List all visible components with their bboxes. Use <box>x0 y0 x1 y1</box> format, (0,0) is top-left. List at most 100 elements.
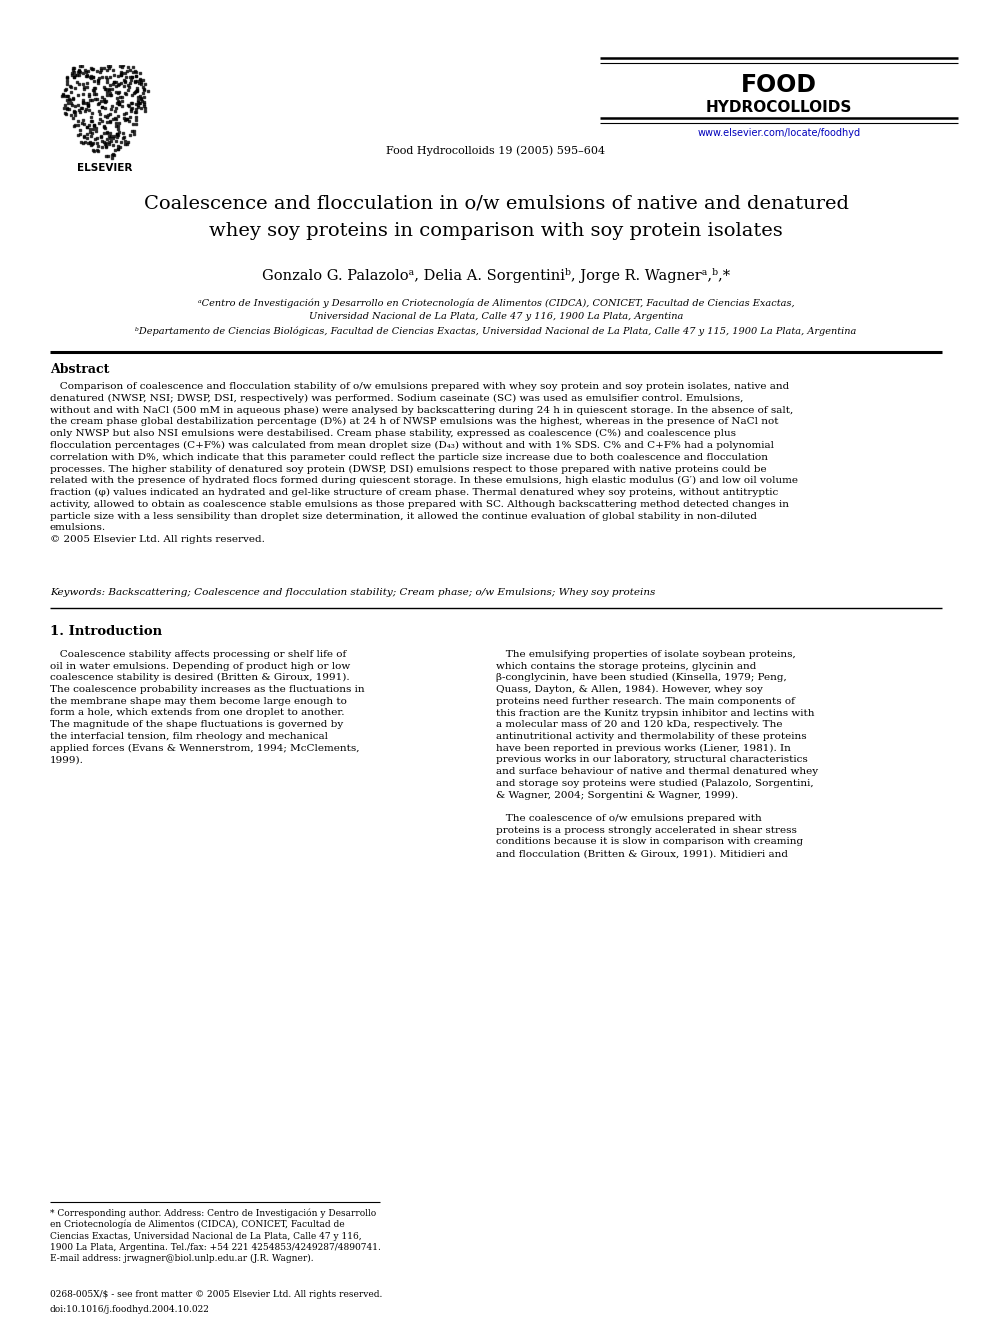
Point <box>66 101 82 122</box>
Point <box>70 111 86 132</box>
Point <box>110 119 126 140</box>
Point <box>118 83 134 105</box>
Point <box>74 112 90 134</box>
Point <box>97 106 113 127</box>
Text: Coalescence stability affects processing or shelf life of
oil in water emulsions: Coalescence stability affects processing… <box>50 650 365 765</box>
Text: Keywords: Backscattering; Coalescence and flocculation stability; Cream phase; o: Keywords: Backscattering; Coalescence an… <box>50 587 656 597</box>
Point <box>96 118 112 139</box>
Point <box>84 90 100 111</box>
Point <box>63 94 79 115</box>
Point <box>70 94 86 115</box>
Point <box>93 127 109 148</box>
Point <box>81 83 97 105</box>
Point <box>132 93 148 114</box>
Point <box>133 71 149 93</box>
Point <box>105 108 121 130</box>
Point <box>96 89 112 110</box>
Point <box>102 56 118 77</box>
Point <box>112 56 128 77</box>
Point <box>96 115 112 136</box>
Text: Comparison of coalescence and flocculation stability of o/w emulsions prepared w: Comparison of coalescence and flocculati… <box>50 382 798 544</box>
Point <box>71 62 87 83</box>
Point <box>65 89 81 110</box>
Point <box>128 99 144 120</box>
Point <box>84 123 100 144</box>
Point <box>128 66 144 87</box>
Point <box>56 83 71 105</box>
Point <box>67 64 83 85</box>
Point <box>108 71 124 93</box>
Point <box>59 78 74 99</box>
Point <box>99 107 115 128</box>
Point <box>113 65 129 86</box>
Point <box>126 123 142 144</box>
Point <box>105 143 121 164</box>
Point <box>90 70 106 91</box>
Point <box>133 87 149 108</box>
Point <box>115 54 131 75</box>
Text: ᵇDepartamento de Ciencias Biológicas, Facultad de Ciencias Exactas, Universidad : ᵇDepartamento de Ciencias Biológicas, Fa… <box>135 325 857 336</box>
Point <box>127 81 143 102</box>
Point <box>128 81 144 102</box>
Point <box>91 112 107 134</box>
Point <box>107 140 123 161</box>
Point <box>121 95 137 116</box>
Point <box>84 66 100 87</box>
Point <box>117 71 133 93</box>
Point <box>121 77 137 98</box>
Point <box>84 79 100 101</box>
Point <box>109 124 125 146</box>
Point <box>65 107 81 128</box>
Point <box>65 102 81 123</box>
Point <box>136 93 152 114</box>
Point <box>136 86 152 107</box>
Point <box>130 89 146 110</box>
Point <box>116 103 132 124</box>
Point <box>110 74 126 95</box>
Point <box>80 95 96 116</box>
Point <box>99 128 115 149</box>
Point <box>78 93 94 114</box>
Point <box>70 85 86 106</box>
Point <box>98 78 114 99</box>
Text: Food Hydrocolloids 19 (2005) 595–604: Food Hydrocolloids 19 (2005) 595–604 <box>387 146 605 156</box>
Point <box>106 144 122 165</box>
Point <box>79 64 95 85</box>
Point <box>63 62 79 83</box>
Point <box>79 116 95 138</box>
Point <box>86 81 102 102</box>
Point <box>58 86 73 107</box>
Point <box>111 94 127 115</box>
Point <box>108 112 124 134</box>
Point <box>98 90 114 111</box>
Point <box>114 62 130 83</box>
Point <box>83 57 99 78</box>
Point <box>116 75 132 97</box>
Point <box>119 61 135 82</box>
Point <box>78 65 94 86</box>
Point <box>94 97 110 118</box>
Point <box>81 85 97 106</box>
Point <box>84 111 100 132</box>
Point <box>63 77 79 98</box>
Point <box>79 95 95 116</box>
Point <box>72 120 88 142</box>
Point <box>117 62 133 83</box>
Point <box>102 127 118 148</box>
Point <box>105 60 121 81</box>
Point <box>118 108 134 130</box>
Point <box>128 112 144 134</box>
Point <box>75 90 91 111</box>
Point <box>103 98 119 119</box>
Point <box>81 90 97 111</box>
Point <box>132 70 148 91</box>
Point <box>103 85 119 106</box>
Point <box>75 126 91 147</box>
Point <box>75 73 91 94</box>
Point <box>93 124 109 146</box>
Point <box>123 70 139 91</box>
Point <box>60 67 75 89</box>
Point <box>114 86 130 107</box>
Point <box>132 86 148 107</box>
Point <box>130 95 146 116</box>
